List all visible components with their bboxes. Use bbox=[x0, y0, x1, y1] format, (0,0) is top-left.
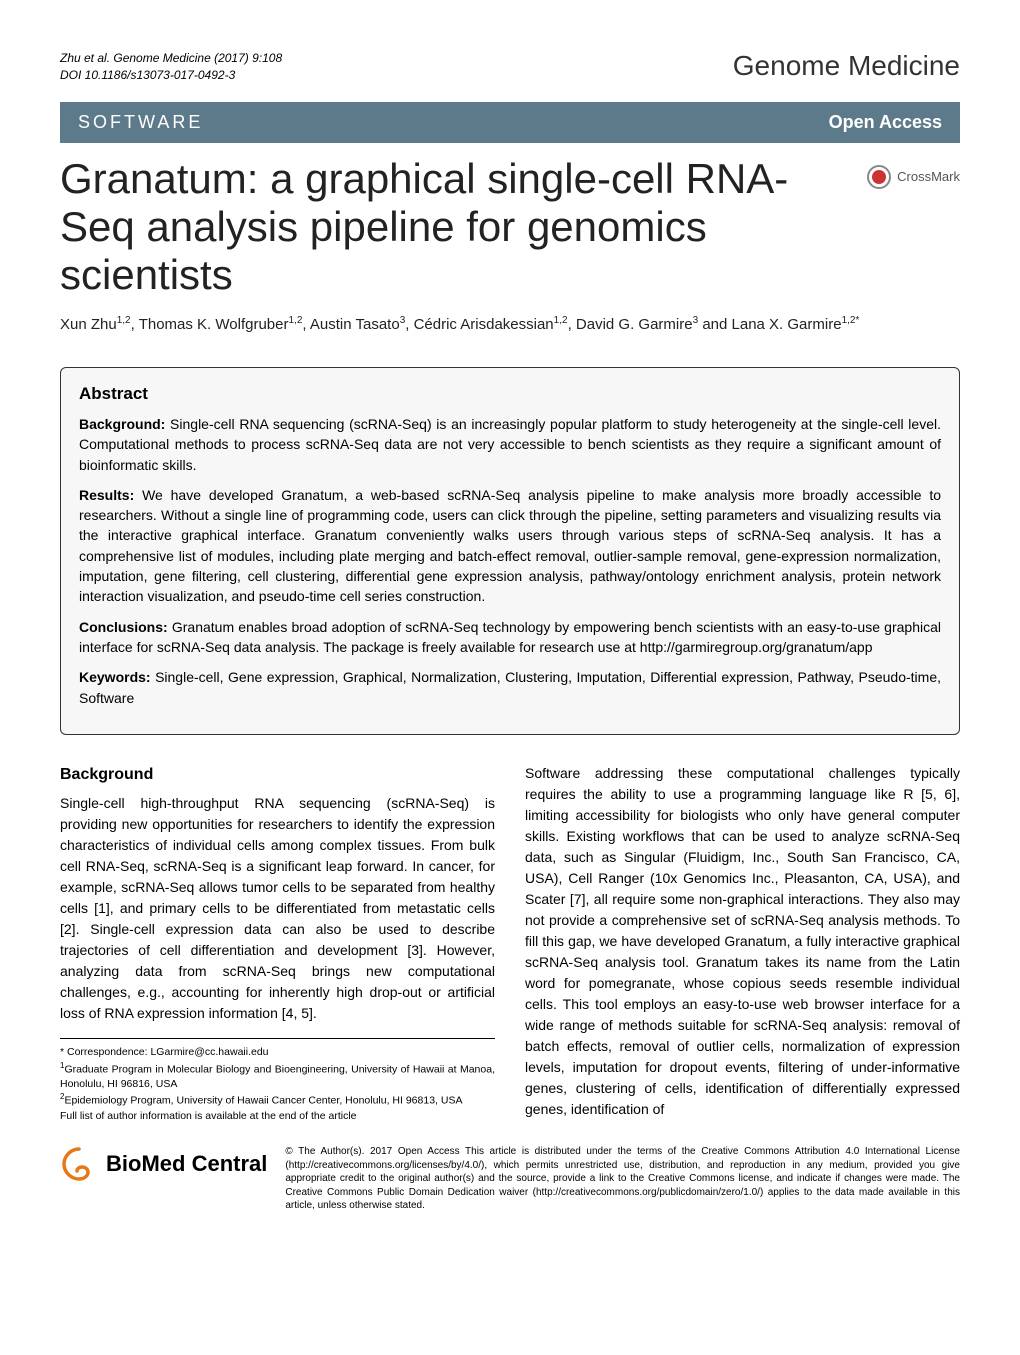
citation-block: Zhu et al. Genome Medicine (2017) 9:108 … bbox=[60, 50, 282, 84]
footer-row: BioMed Central © The Author(s). 2017 Ope… bbox=[60, 1145, 960, 1213]
bmc-prefix: BioMed bbox=[106, 1151, 185, 1176]
crossmark-badge[interactable]: CrossMark bbox=[867, 165, 960, 189]
citation-line-2: DOI 10.1186/s13073-017-0492-3 bbox=[60, 67, 282, 84]
abstract-background-label: Background: bbox=[79, 416, 165, 432]
bmc-swirl-icon bbox=[60, 1145, 98, 1183]
abstract-keywords-label: Keywords: bbox=[79, 669, 151, 685]
biomed-central-logo: BioMed Central bbox=[60, 1145, 267, 1183]
column-right-paragraph: Software addressing these computational … bbox=[525, 763, 960, 1120]
title-row: Granatum: a graphical single-cell RNA-Se… bbox=[60, 155, 960, 300]
abstract-box: Abstract Background: Single-cell RNA seq… bbox=[60, 367, 960, 735]
abstract-heading: Abstract bbox=[79, 384, 941, 404]
body-columns: Background Single-cell high-throughput R… bbox=[60, 763, 960, 1123]
abstract-conclusions: Conclusions: Granatum enables broad adop… bbox=[79, 617, 941, 658]
affiliation-2: 2Epidemiology Program, University of Haw… bbox=[60, 1091, 495, 1108]
bmc-logo-text: BioMed Central bbox=[106, 1151, 267, 1177]
header-top: Zhu et al. Genome Medicine (2017) 9:108 … bbox=[60, 50, 960, 84]
abstract-results-text: We have developed Granatum, a web-based … bbox=[79, 487, 941, 604]
crossmark-icon bbox=[867, 165, 891, 189]
license-text: © The Author(s). 2017 Open Access This a… bbox=[285, 1145, 960, 1213]
column-right: Software addressing these computational … bbox=[525, 763, 960, 1123]
crossmark-inner-icon bbox=[872, 170, 886, 184]
affiliation-2-text: Epidemiology Program, University of Hawa… bbox=[64, 1095, 462, 1107]
background-heading: Background bbox=[60, 763, 495, 787]
abstract-results-label: Results: bbox=[79, 487, 134, 503]
full-list-note: Full list of author information is avail… bbox=[60, 1109, 495, 1124]
article-category: SOFTWARE bbox=[78, 112, 203, 133]
affiliation-1-text: Graduate Program in Molecular Biology an… bbox=[60, 1063, 495, 1090]
correspondence-line: * Correspondence: LGarmire@cc.hawaii.edu bbox=[60, 1045, 495, 1060]
background-paragraph: Single-cell high-throughput RNA sequenci… bbox=[60, 793, 495, 1024]
abstract-background: Background: Single-cell RNA sequencing (… bbox=[79, 414, 941, 475]
abstract-keywords-text: Single-cell, Gene expression, Graphical,… bbox=[79, 669, 941, 705]
bmc-suffix: Central bbox=[185, 1151, 267, 1176]
authors-list: Xun Zhu1,2, Thomas K. Wolfgruber1,2, Aus… bbox=[60, 313, 960, 337]
abstract-conclusions-text: Granatum enables broad adoption of scRNA… bbox=[79, 619, 941, 655]
abstract-background-text: Single-cell RNA sequencing (scRNA-Seq) i… bbox=[79, 416, 941, 473]
abstract-conclusions-label: Conclusions: bbox=[79, 619, 168, 635]
citation-line-1: Zhu et al. Genome Medicine (2017) 9:108 bbox=[60, 50, 282, 67]
abstract-results: Results: We have developed Granatum, a w… bbox=[79, 485, 941, 607]
journal-name: Genome Medicine bbox=[733, 50, 960, 82]
column-left: Background Single-cell high-throughput R… bbox=[60, 763, 495, 1123]
article-title: Granatum: a graphical single-cell RNA-Se… bbox=[60, 155, 847, 300]
abstract-keywords: Keywords: Single-cell, Gene expression, … bbox=[79, 667, 941, 708]
open-access-label: Open Access bbox=[829, 112, 942, 133]
category-banner: SOFTWARE Open Access bbox=[60, 102, 960, 143]
crossmark-label: CrossMark bbox=[897, 169, 960, 184]
footnotes-block: * Correspondence: LGarmire@cc.hawaii.edu… bbox=[60, 1038, 495, 1123]
page-container: Zhu et al. Genome Medicine (2017) 9:108 … bbox=[0, 0, 1020, 1253]
affiliation-1: 1Graduate Program in Molecular Biology a… bbox=[60, 1060, 495, 1092]
